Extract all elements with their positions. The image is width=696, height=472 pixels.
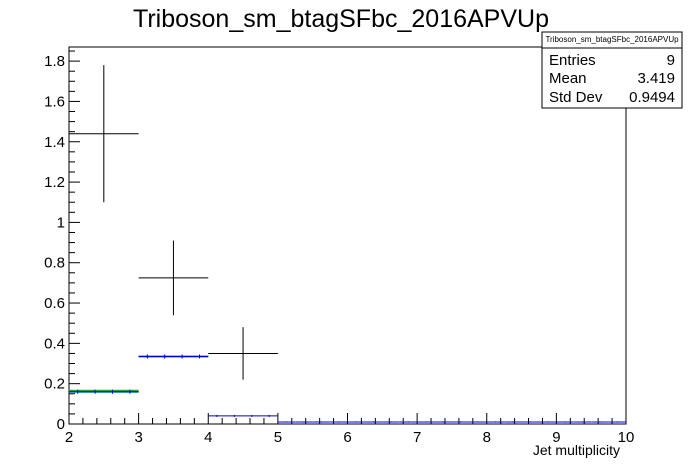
x-tick-label: 5 — [274, 429, 282, 446]
x-axis: 2 3 4 5 6 7 8 9 10 — [65, 413, 635, 446]
y-tick-label: 0.4 — [44, 335, 65, 352]
stats-box: Triboson_sm_btagSFbc_2016APVUp Entries 9… — [541, 31, 683, 109]
stats-stddev-value: 0.9494 — [629, 89, 675, 106]
x-tick-label: 10 — [618, 429, 635, 446]
y-tick-label: 1.4 — [44, 134, 65, 151]
y-tick-label: 1.2 — [44, 174, 65, 191]
stats-stddev-label: Std Dev — [549, 89, 603, 106]
x-tick-label: 6 — [343, 429, 351, 446]
stats-mean-value: 3.419 — [637, 70, 675, 87]
x-axis-title: Jet multiplicity — [533, 442, 620, 458]
x-tick-label: 2 — [65, 429, 73, 446]
y-tick-label: 1.6 — [44, 93, 65, 110]
x-tick-label: 8 — [483, 429, 491, 446]
y-tick-label: 0.8 — [44, 255, 65, 272]
stats-box-frame — [541, 31, 683, 109]
chart-title: Triboson_sm_btagSFbc_2016APVUp — [133, 5, 549, 33]
y-tick-label: 0 — [57, 416, 65, 433]
stats-box-name: Triboson_sm_btagSFbc_2016APVUp — [545, 35, 679, 44]
stats-mean-label: Mean — [549, 70, 587, 87]
y-tick-label: 0.6 — [44, 295, 65, 312]
stats-entries-label: Entries — [549, 52, 596, 69]
x-tick-label: 4 — [204, 429, 212, 446]
x-tick-label: 7 — [413, 429, 421, 446]
x-tick-label: 9 — [552, 429, 560, 446]
stats-entries-value: 9 — [667, 52, 675, 69]
y-tick-label: 1 — [57, 214, 65, 231]
plot-area — [69, 65, 626, 423]
y-tick-label: 0.2 — [44, 376, 65, 393]
x-tick-label: 3 — [134, 429, 142, 446]
y-axis: 0 0.2 0.4 0.6 0.8 1 1.2 1.4 1.6 1.8 — [44, 50, 80, 433]
y-tick-label: 1.8 — [44, 53, 65, 70]
